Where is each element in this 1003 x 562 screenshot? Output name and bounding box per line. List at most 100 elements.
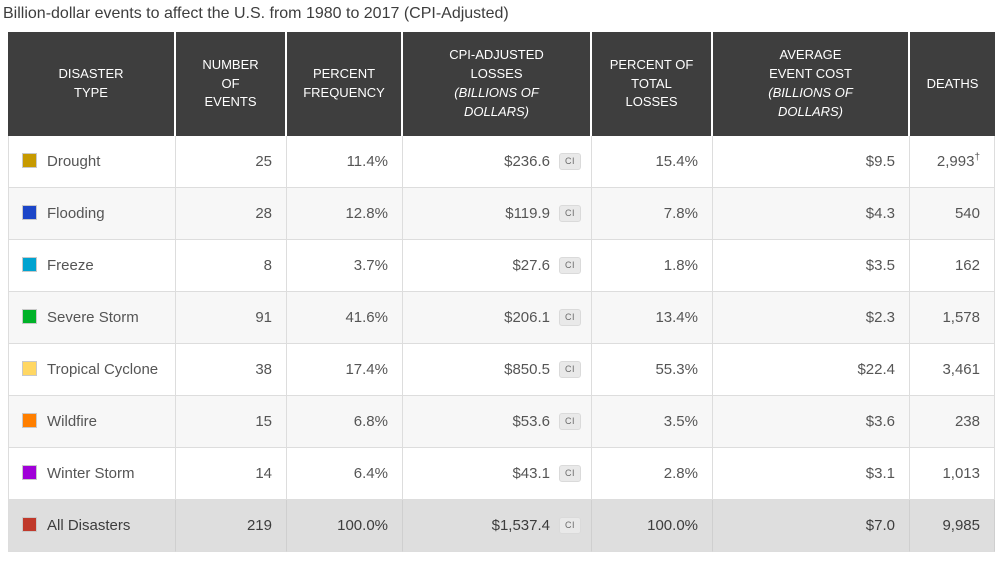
number-of-events-cell: 8 [176, 240, 287, 292]
deaths-value: 9,985 [942, 517, 980, 534]
percent-frequency-cell: 3.7% [287, 240, 403, 292]
deaths-value: 3,461 [942, 361, 980, 378]
ci-badge[interactable]: CI [559, 205, 581, 222]
average-event-cost-cell: $2.3 [713, 292, 910, 344]
average-event-cost-cell: $9.5 [713, 136, 910, 188]
percent-of-total-cell: 7.8% [592, 188, 713, 240]
percent-of-total-cell: 15.4% [592, 136, 713, 188]
column-header-label: PERCENT FREQUENCY [303, 66, 385, 100]
disaster-type-cell: Winter Storm [8, 448, 176, 500]
cpi-losses-cell: $53.6 CI [403, 396, 592, 448]
column-header-label: PERCENT OF TOTAL LOSSES [609, 56, 694, 110]
column-header-label: DISASTER TYPE [58, 66, 124, 100]
disaster-type-cell: Severe Storm [8, 292, 176, 344]
ci-badge[interactable]: CI [559, 465, 581, 482]
page-title: Billion-dollar events to affect the U.S.… [3, 5, 509, 22]
deaths-value: 540 [954, 205, 980, 222]
category-color-swatch [22, 517, 37, 532]
ci-badge[interactable]: CI [559, 361, 581, 378]
average-event-cost-cell: $7.0 [713, 500, 910, 552]
percent-frequency-cell: 17.4% [287, 344, 403, 396]
column-header-disaster-type: DISASTER TYPE [8, 32, 176, 136]
ci-badge[interactable]: CI [559, 257, 581, 274]
ci-badge[interactable]: CI [559, 413, 581, 430]
number-of-events-cell: 91 [176, 292, 287, 344]
average-event-cost-cell: $3.1 [713, 448, 910, 500]
cpi-losses-value: $1,537.4 [491, 517, 550, 534]
percent-frequency-cell: 11.4% [287, 136, 403, 188]
column-header-label: NUMBER OF EVENTS [202, 56, 259, 110]
average-event-cost-cell: $4.3 [713, 188, 910, 240]
percent-of-total-cell: 13.4% [592, 292, 713, 344]
cpi-losses-cell: $1,537.4 CI [403, 500, 592, 552]
deaths-cell: 2,993† [910, 136, 995, 188]
percent-of-total-cell: 2.8% [592, 448, 713, 500]
disaster-type-cell: All Disasters [8, 500, 176, 552]
column-header-unit-note: (BILLIONS OF DOLLARS) [454, 85, 539, 119]
cpi-losses-cell: $236.6 CI [403, 136, 592, 188]
disaster-type-label: All Disasters [47, 517, 131, 534]
table-row-severe-storm: Severe Storm 91 41.6% $206.1 CI 13.4% $2.… [8, 292, 995, 344]
percent-frequency-cell: 100.0% [287, 500, 403, 552]
percent-of-total-cell: 100.0% [592, 500, 713, 552]
percent-of-total-cell: 1.8% [592, 240, 713, 292]
deaths-footnote-dagger: † [974, 152, 980, 163]
disaster-type-label: Drought [47, 153, 101, 170]
header-row: DISASTER TYPE NUMBER OF EVENTS PERCENT F… [8, 32, 995, 136]
ci-badge[interactable]: CI [559, 517, 581, 534]
disaster-type-cell: Tropical Cyclone [8, 344, 176, 396]
deaths-cell: 540 [910, 188, 995, 240]
category-color-swatch [22, 153, 37, 168]
deaths-cell: 9,985 [910, 500, 995, 552]
category-color-swatch [22, 205, 37, 220]
category-color-swatch [22, 413, 37, 428]
deaths-cell: 1,013 [910, 448, 995, 500]
disaster-type-cell: Flooding [8, 188, 176, 240]
column-header-unit-note: (BILLIONS OF DOLLARS) [768, 85, 853, 119]
disaster-type-label: Tropical Cyclone [47, 361, 159, 378]
percent-frequency-cell: 12.8% [287, 188, 403, 240]
cpi-losses-value: $206.1 [504, 309, 550, 326]
deaths-cell: 162 [910, 240, 995, 292]
ci-badge[interactable]: CI [559, 309, 581, 326]
ci-badge[interactable]: CI [559, 153, 581, 170]
cpi-losses-value: $119.9 [505, 205, 550, 222]
average-event-cost-cell: $3.6 [713, 396, 910, 448]
cpi-losses-value: $43.1 [512, 465, 550, 482]
category-color-swatch [22, 465, 37, 480]
disaster-type-cell: Freeze [8, 240, 176, 292]
table-row-winter-storm: Winter Storm 14 6.4% $43.1 CI 2.8% $3.1 1… [8, 448, 995, 500]
percent-of-total-cell: 3.5% [592, 396, 713, 448]
column-header-label: CPI-ADJUSTED LOSSES [449, 47, 544, 82]
average-event-cost-cell: $3.5 [713, 240, 910, 292]
deaths-value: 162 [954, 257, 980, 274]
column-header-cpi-adjusted-losses: CPI-ADJUSTED LOSSES (BILLIONS OF DOLLARS… [403, 32, 592, 136]
column-header-label: AVERAGE EVENT COST [769, 47, 852, 82]
cpi-losses-value: $53.6 [512, 413, 550, 430]
table-row-all-disasters-total: All Disasters 219 100.0% $1,537.4 CI 100.… [8, 500, 995, 552]
cpi-losses-cell: $43.1 CI [403, 448, 592, 500]
percent-frequency-cell: 41.6% [287, 292, 403, 344]
number-of-events-cell: 38 [176, 344, 287, 396]
category-color-swatch [22, 361, 37, 376]
deaths-value: 238 [954, 413, 980, 430]
disaster-type-label: Winter Storm [47, 465, 135, 482]
table-row-flooding: Flooding 28 12.8% $119.9 CI 7.8% $4.3 540 [8, 188, 995, 240]
number-of-events-cell: 14 [176, 448, 287, 500]
deaths-cell: 1,578 [910, 292, 995, 344]
percent-frequency-cell: 6.4% [287, 448, 403, 500]
category-color-swatch [22, 309, 37, 324]
deaths-cell: 238 [910, 396, 995, 448]
deaths-cell: 3,461 [910, 344, 995, 396]
column-header-percent-frequency: PERCENT FREQUENCY [287, 32, 403, 136]
table-row-wildfire: Wildfire 15 6.8% $53.6 CI 3.5% $3.6 238 [8, 396, 995, 448]
disaster-type-label: Freeze [47, 257, 94, 274]
cpi-losses-value: $236.6 [504, 153, 550, 170]
disaster-type-label: Severe Storm [47, 309, 139, 326]
page: Billion-dollar events to affect the U.S.… [0, 3, 1003, 562]
deaths-value: 1,013 [942, 465, 980, 482]
disaster-type-cell: Drought [8, 136, 176, 188]
cpi-losses-cell: $206.1 CI [403, 292, 592, 344]
percent-frequency-cell: 6.8% [287, 396, 403, 448]
column-header-deaths: DEATHS [910, 32, 995, 136]
